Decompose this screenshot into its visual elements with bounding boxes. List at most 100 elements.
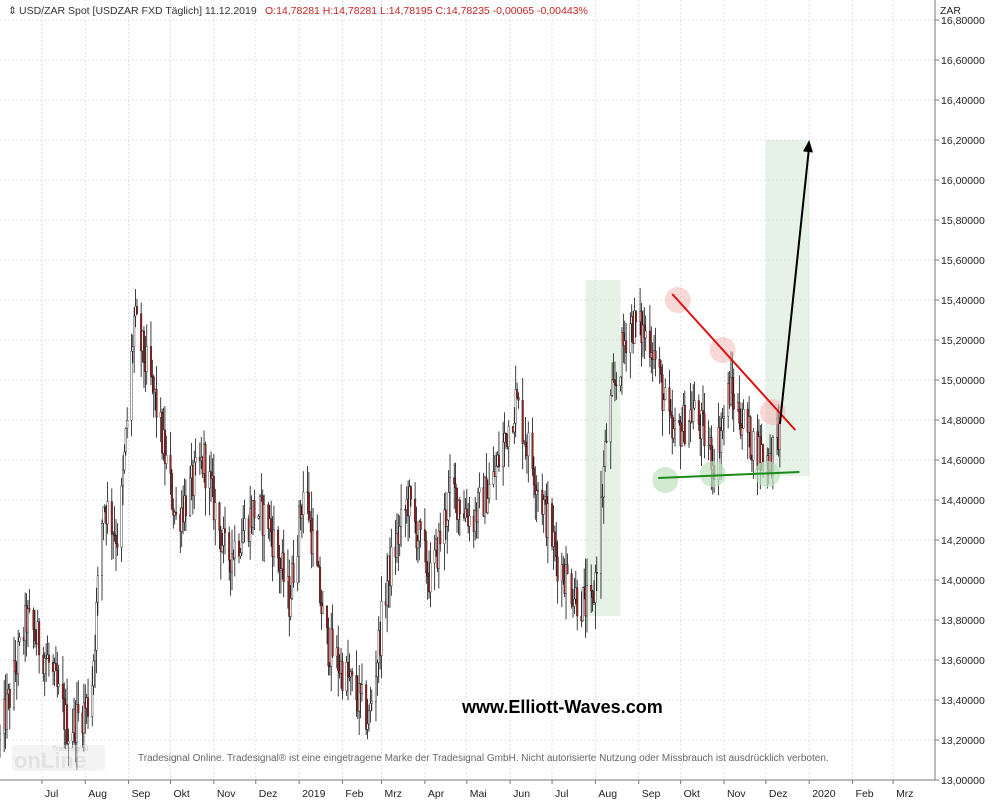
candle-body bbox=[131, 346, 134, 352]
y-tick-label: 16,80000 bbox=[941, 15, 985, 27]
candle-body bbox=[374, 676, 377, 702]
candle-body bbox=[502, 441, 505, 468]
x-tick-label: Feb bbox=[856, 788, 874, 800]
candle-body bbox=[395, 533, 398, 558]
x-tick-label: Feb bbox=[345, 788, 363, 800]
candle-body bbox=[662, 399, 665, 411]
candle-body bbox=[555, 542, 558, 558]
candle-body bbox=[534, 484, 537, 495]
x-axis: Jul Aug Sep Okt Nov Dez 2019 Feb Mrz Apr Mai Jun Jul… bbox=[41, 780, 914, 800]
candle-body bbox=[121, 469, 124, 487]
x-tick-label: Sep bbox=[132, 788, 151, 800]
candle-body bbox=[33, 629, 36, 641]
candle-body bbox=[565, 564, 568, 594]
candle-body bbox=[327, 627, 330, 667]
candle-body bbox=[527, 432, 530, 457]
candle-body bbox=[240, 541, 243, 554]
candle-body bbox=[454, 483, 457, 489]
candle-body bbox=[429, 562, 432, 593]
candle-body bbox=[566, 564, 569, 574]
instrument-title: USD/ZAR Spot [USDZAR FXD Täglich] 11.12.… bbox=[19, 5, 257, 17]
candle-body bbox=[594, 572, 597, 603]
candle-body bbox=[771, 437, 774, 464]
candle-body bbox=[133, 315, 136, 347]
candle-body bbox=[537, 489, 540, 492]
candle-body bbox=[96, 575, 99, 603]
candle-body bbox=[516, 389, 519, 398]
svg-text:Tradesignal: Tradesignal bbox=[52, 746, 89, 753]
candle-body bbox=[602, 466, 605, 498]
y-tick-label: 14,00000 bbox=[941, 575, 985, 587]
candle-body bbox=[418, 521, 421, 542]
candle-body bbox=[492, 471, 495, 485]
candle-body bbox=[299, 505, 302, 519]
candle-body bbox=[92, 660, 95, 686]
candle-body bbox=[585, 585, 588, 617]
x-tick-label: Dez bbox=[259, 788, 278, 800]
candle-body bbox=[278, 558, 281, 571]
candlestick-series bbox=[0, 288, 781, 771]
x-tick-label: Aug bbox=[598, 788, 617, 800]
candle-body bbox=[116, 543, 119, 548]
candle-body bbox=[453, 477, 456, 485]
candle-body bbox=[619, 376, 622, 386]
candle-body bbox=[14, 660, 17, 673]
candle-body bbox=[221, 545, 224, 552]
candle-body bbox=[458, 500, 461, 515]
candle-body bbox=[77, 704, 80, 714]
ohlc-readout: O:14,78281 H:14,78281 L:14,78195 C:14,78… bbox=[265, 5, 588, 17]
candle-body bbox=[553, 531, 556, 544]
candle-body bbox=[257, 516, 260, 519]
x-tick-label: Aug bbox=[88, 788, 107, 800]
candle-body bbox=[302, 491, 305, 515]
candle-body bbox=[67, 741, 70, 744]
candle-body bbox=[317, 565, 320, 568]
candle-body bbox=[347, 662, 350, 678]
candle-body bbox=[239, 552, 242, 557]
candle-body bbox=[672, 428, 675, 439]
candle-body bbox=[485, 477, 488, 513]
y-tick-label: 16,20000 bbox=[941, 135, 985, 147]
x-tick-label: Sep bbox=[642, 788, 661, 800]
candle-body bbox=[605, 441, 608, 443]
candle-body bbox=[591, 590, 594, 598]
header-drag-icon[interactable]: ⇕ bbox=[8, 5, 17, 17]
candle-body bbox=[38, 621, 41, 656]
candle-body bbox=[282, 552, 285, 582]
candle-body bbox=[513, 423, 516, 433]
candle-body bbox=[664, 387, 667, 400]
candle-body bbox=[524, 441, 527, 447]
candle-body bbox=[380, 601, 383, 656]
candle-body bbox=[386, 580, 389, 606]
candle-body bbox=[762, 444, 765, 463]
candle-body bbox=[722, 416, 725, 419]
highlight-box-left bbox=[585, 280, 621, 616]
candle-body bbox=[95, 602, 98, 651]
x-tick-label: Dez bbox=[769, 788, 788, 800]
candle-body bbox=[120, 485, 123, 548]
candle-body bbox=[208, 471, 211, 489]
candle-body bbox=[749, 416, 752, 459]
candle-body bbox=[28, 608, 31, 611]
candle-body bbox=[212, 476, 215, 521]
candle-body bbox=[124, 427, 127, 453]
y-tick-label: 16,00000 bbox=[941, 175, 985, 187]
candle-body bbox=[615, 384, 618, 386]
candle-body bbox=[106, 501, 109, 525]
candle-body bbox=[319, 567, 322, 603]
x-tick-label: Apr bbox=[428, 788, 445, 800]
candle-body bbox=[237, 540, 240, 557]
candle-body bbox=[56, 669, 59, 687]
candle-body bbox=[306, 491, 309, 493]
candle-body bbox=[292, 562, 295, 584]
candle-body bbox=[674, 420, 677, 430]
candle-body bbox=[495, 465, 498, 477]
x-tick-label: Mrz bbox=[896, 788, 914, 800]
candle-body bbox=[654, 350, 657, 360]
candle-body bbox=[270, 518, 273, 533]
candle-body bbox=[581, 587, 584, 621]
candle-body bbox=[175, 512, 178, 515]
watermark-text: www.Elliott-Waves.com bbox=[461, 697, 663, 717]
candle-body bbox=[351, 671, 354, 676]
candle-body bbox=[697, 400, 700, 425]
